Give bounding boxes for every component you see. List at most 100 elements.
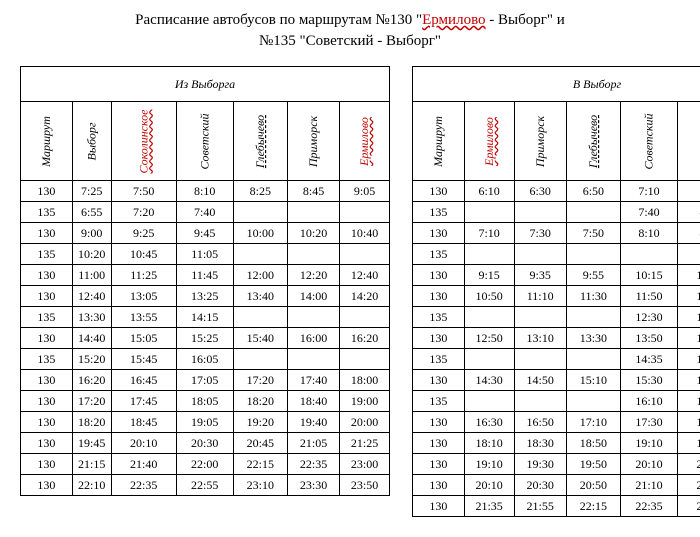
table-row: 1309:009:259:4510:0010:2010:40 <box>21 223 390 244</box>
cell: 8:45 <box>287 181 339 202</box>
table-row: 13021:1521:4022:0022:1522:3523:00 <box>21 454 390 475</box>
cell: 22:35 <box>287 454 339 475</box>
cell: 7:25 <box>72 181 111 202</box>
cell: 8:10 <box>176 181 233 202</box>
cell: 17:05 <box>176 370 233 391</box>
cell: 21:40 <box>111 454 176 475</box>
cell: 130 <box>21 223 73 244</box>
cell: 22:10 <box>72 475 111 496</box>
title-line2: №135 "Советский - Выборг" <box>259 33 441 49</box>
column-header: Советский <box>176 102 233 181</box>
cell: 16:50 <box>514 412 566 433</box>
cell <box>287 202 339 223</box>
cell: 7:30 <box>514 223 566 244</box>
cell: 11:10 <box>514 286 566 307</box>
cell: 13:25 <box>176 286 233 307</box>
cell: 19:20 <box>233 412 287 433</box>
cell: 135 <box>413 307 465 328</box>
cell: 19:30 <box>514 454 566 475</box>
cell: 10:45 <box>111 244 176 265</box>
cell: 130 <box>21 328 73 349</box>
cell <box>464 391 514 412</box>
cell: 21:35 <box>464 496 514 517</box>
table-row: 13515:2015:4516:05 <box>21 349 390 370</box>
cell: 9:05 <box>340 181 390 202</box>
cell <box>233 202 287 223</box>
cell: 20:10 <box>464 475 514 496</box>
cell: 14:40 <box>72 328 111 349</box>
cell: 15:25 <box>176 328 233 349</box>
cell: 18:20 <box>233 391 287 412</box>
cell: 20:10 <box>620 454 677 475</box>
cell: 18:20 <box>72 412 111 433</box>
table-row: 13019:1019:3019:5020:1020:3020:50 <box>413 454 700 475</box>
cell: 16:05 <box>176 349 233 370</box>
cell: 130 <box>21 475 73 496</box>
cell: 11:25 <box>111 265 176 286</box>
cell: 7:10 <box>620 181 677 202</box>
table-header: В Выборг <box>413 67 700 102</box>
cell: 10:50 <box>464 286 514 307</box>
cell <box>464 244 514 265</box>
page-title: Расписание автобусов по маршрутам №130 "… <box>20 10 680 52</box>
cell <box>287 244 339 265</box>
column-header: Маршрут <box>21 102 73 181</box>
cell <box>233 244 287 265</box>
cell: 9:35 <box>514 265 566 286</box>
cell: 130 <box>413 496 465 517</box>
cell: 22:35 <box>111 475 176 496</box>
table-row: 13513:3013:5514:15 <box>21 307 390 328</box>
cell: 20:30 <box>678 454 700 475</box>
cell: 19:10 <box>464 454 514 475</box>
table-row: 13014:4015:0515:2515:4016:0016:20 <box>21 328 390 349</box>
cell <box>464 202 514 223</box>
cell: 23:30 <box>287 475 339 496</box>
cell: 11:45 <box>176 265 233 286</box>
tables-container: Из ВыборгаМаршрутВыборгСоколинскоеСоветс… <box>20 66 680 517</box>
cell: 13:50 <box>620 328 677 349</box>
cell: 23:00 <box>678 496 700 517</box>
cell: 135 <box>413 202 465 223</box>
table-row: 13512:3012:5513:15 <box>413 307 700 328</box>
cell <box>566 202 620 223</box>
cell: 7:50 <box>566 223 620 244</box>
cell: 8:35 <box>678 223 700 244</box>
cell: 20:30 <box>514 475 566 496</box>
cell: 18:30 <box>514 433 566 454</box>
cell: 21:25 <box>340 433 390 454</box>
cell <box>620 244 677 265</box>
cell: 14:50 <box>514 370 566 391</box>
cell: 18:00 <box>340 370 390 391</box>
cell: 19:05 <box>176 412 233 433</box>
cell: 135 <box>21 202 73 223</box>
cell <box>566 391 620 412</box>
cell: 13:30 <box>72 307 111 328</box>
cell: 23:10 <box>233 475 287 496</box>
cell: 11:05 <box>176 244 233 265</box>
cell: 130 <box>21 265 73 286</box>
cell: 16:20 <box>340 328 390 349</box>
cell: 10:00 <box>233 223 287 244</box>
title-line1-a: Расписание автобусов по маршрутам №130 " <box>135 12 422 28</box>
table-row: 13021:3521:5522:1522:3523:0023:20 <box>413 496 700 517</box>
cell: 11:50 <box>620 286 677 307</box>
cell <box>678 244 700 265</box>
table-to-vyborg: В ВыборгМаршрутЕрмиловоПриморскГлебычево… <box>412 66 700 517</box>
cell: 15:00 <box>678 349 700 370</box>
cell: 17:55 <box>678 412 700 433</box>
cell: 10:15 <box>620 265 677 286</box>
cell: 20:00 <box>340 412 390 433</box>
table-row: 13017:2017:4518:0518:2018:4019:00 <box>21 391 390 412</box>
cell: 17:20 <box>72 391 111 412</box>
table-row: 13014:3014:5015:1015:3015:5516:15 <box>413 370 700 391</box>
cell: 6:55 <box>72 202 111 223</box>
cell: 8:05 <box>678 202 700 223</box>
table-row: 1309:159:359:5510:1510:4011:00 <box>413 265 700 286</box>
cell <box>340 349 390 370</box>
column-header: Ермилово <box>464 102 514 181</box>
cell <box>566 244 620 265</box>
cell <box>566 349 620 370</box>
table-row: 13516:1016:3516:55 <box>413 391 700 412</box>
cell: 14:35 <box>620 349 677 370</box>
cell: 130 <box>413 433 465 454</box>
